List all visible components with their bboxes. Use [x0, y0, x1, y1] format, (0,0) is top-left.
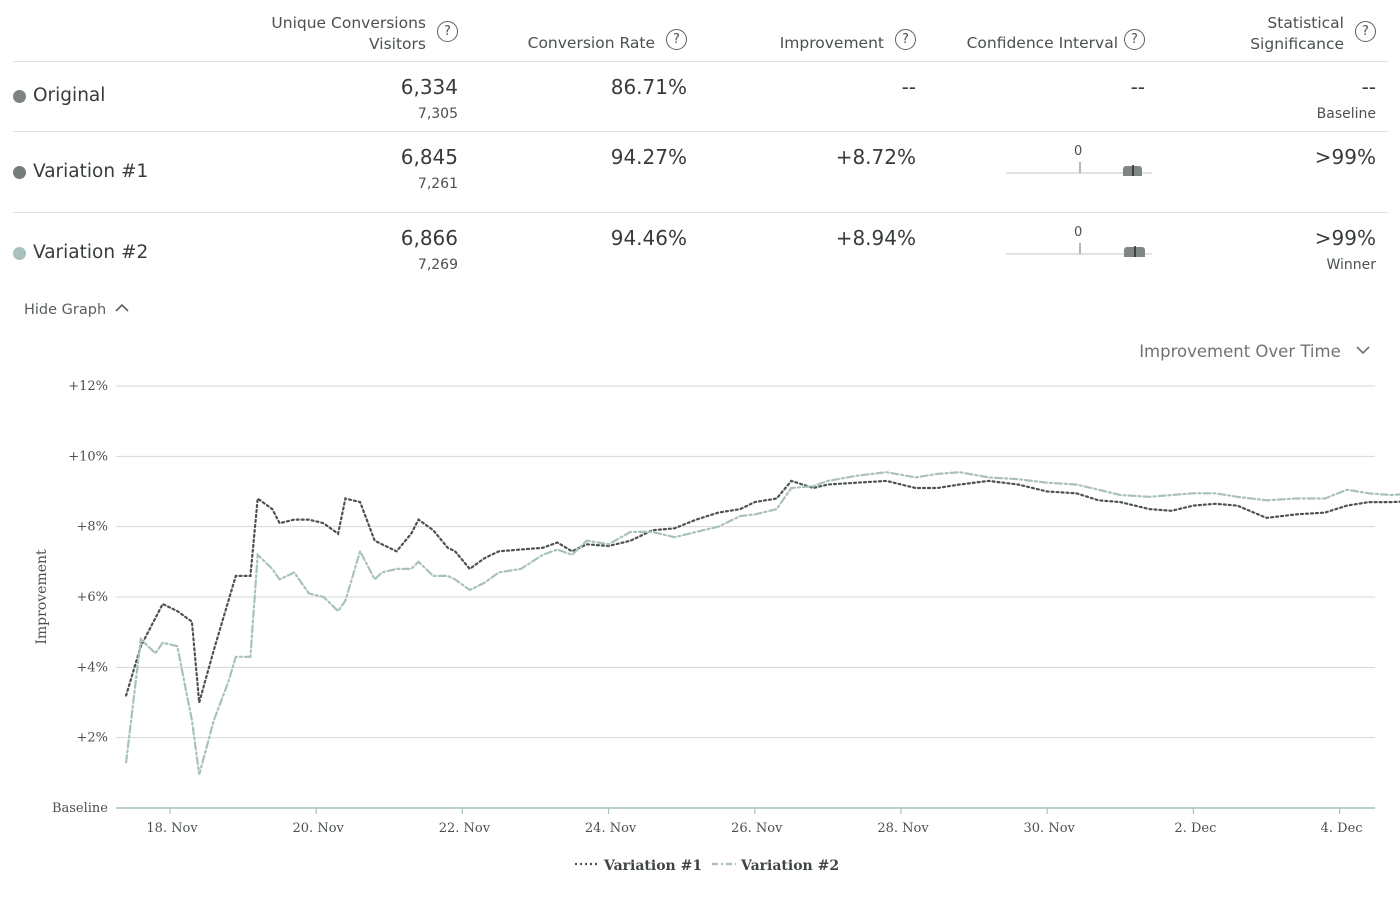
help-icon[interactable]: ?	[895, 29, 916, 50]
divider	[13, 131, 1388, 132]
y-tick-label: +12%	[68, 379, 108, 394]
improvement-value: --	[901, 75, 916, 99]
significance-value: --	[1361, 75, 1376, 99]
confidence-interval-value: --	[1130, 75, 1145, 99]
confidence-interval-bar[interactable]: 0	[1006, 225, 1152, 261]
help-icon[interactable]: ?	[666, 29, 687, 50]
divider	[13, 212, 1388, 213]
confidence-interval-header: Confidence Interval	[966, 34, 1118, 52]
y-tick-label: Baseline	[52, 801, 108, 816]
visitors-value: 7,305	[417, 106, 458, 122]
y-tick-label: +4%	[76, 660, 108, 675]
chart-legend: Variation #1 Variation #2	[0, 858, 1400, 880]
variation-name: Variation #2	[33, 242, 149, 263]
confidence-interval-bar[interactable]: 0	[1006, 144, 1152, 180]
significance-header: Statistical Significance	[1200, 13, 1344, 55]
ci-zero-label: 0	[1074, 144, 1083, 159]
help-icon[interactable]: ?	[437, 21, 458, 42]
visitors-value: 7,261	[417, 176, 458, 192]
metric-select[interactable]: Improvement Over Time	[1139, 342, 1370, 361]
visitors-value: 7,269	[417, 257, 458, 273]
chevron-down-icon	[1356, 346, 1370, 355]
legend-label: Variation #1	[604, 858, 703, 874]
table-row-variation-1[interactable]: Variation #1 6,845 7,261 94.27% +8.72% 0…	[0, 132, 1400, 212]
conversions-value: 6,334	[400, 75, 458, 99]
x-tick-label: 30. Nov	[1024, 821, 1076, 836]
series-line-1	[124, 479, 1400, 703]
improvement-value: +8.94%	[835, 226, 916, 250]
y-tick-label: +2%	[76, 731, 108, 746]
conversions-value: 6,866	[400, 226, 458, 250]
conversions-visitors-header: Unique Conversions Visitors	[270, 13, 426, 55]
x-tick-label: 24. Nov	[585, 821, 637, 836]
legend-item-variation-2[interactable]: Variation #2	[712, 858, 839, 874]
metric-select-label: Improvement Over Time	[1139, 342, 1341, 361]
conversion-rate-header: Conversion Rate	[527, 34, 655, 52]
x-tick-label: 18. Nov	[146, 821, 198, 836]
x-tick-label: 4. Dec	[1321, 821, 1363, 836]
x-tick-label: 26. Nov	[731, 821, 783, 836]
x-tick-label: 28. Nov	[877, 821, 929, 836]
help-icon[interactable]: ?	[1124, 29, 1145, 50]
improvement-header: Improvement	[779, 34, 884, 52]
hide-graph-label: Hide Graph	[24, 302, 107, 318]
significance-note: Winner	[1326, 257, 1376, 273]
y-axis-label: Improvement	[34, 549, 50, 645]
significance-value: >99%	[1314, 226, 1376, 250]
conversion-rate-value: 86.71%	[610, 75, 687, 99]
improvement-chart: Baseline +2% +4% +6% +8% +10% +12% 18. Nov 20. N…	[34, 379, 1400, 836]
y-tick-label: +10%	[68, 449, 108, 464]
variation-name: Original	[33, 85, 106, 106]
series-color-dot	[13, 166, 26, 179]
legend-item-variation-1[interactable]: Variation #1	[575, 858, 702, 874]
legend-dotted-line-icon	[575, 862, 599, 866]
table-row-variation-2[interactable]: Variation #2 6,866 7,269 94.46% +8.94% 0…	[0, 213, 1400, 293]
improvement-value: +8.72%	[835, 145, 916, 169]
table-row-original[interactable]: Original 6,334 7,305 86.71% -- -- -- Bas…	[0, 62, 1400, 142]
x-tick-label: 20. Nov	[293, 821, 345, 836]
conversion-rate-value: 94.46%	[610, 226, 687, 250]
legend-dashdot-line-icon	[712, 862, 736, 866]
x-tick-label: 2. Dec	[1174, 821, 1216, 836]
table-header: Unique Conversions Visitors ? Conversion…	[0, 0, 1400, 62]
hide-graph-toggle[interactable]: Hide Graph	[24, 302, 129, 318]
variation-name: Variation #1	[33, 161, 149, 182]
significance-header-line1: Statistical	[1267, 14, 1344, 32]
significance-header-line2: Significance	[1250, 35, 1344, 53]
significance-value: >99%	[1314, 145, 1376, 169]
significance-note: Baseline	[1316, 106, 1376, 122]
visitors-header-label: Visitors	[369, 35, 426, 53]
y-tick-label: +8%	[76, 520, 108, 535]
conversions-value: 6,845	[400, 145, 458, 169]
legend-label: Variation #2	[741, 858, 840, 874]
series-line-2	[124, 471, 1400, 775]
conversions-header-label: Unique Conversions	[271, 14, 426, 32]
help-icon[interactable]: ?	[1355, 21, 1376, 42]
chevron-up-icon	[115, 303, 129, 312]
divider	[13, 61, 1388, 62]
x-tick-label: 22. Nov	[439, 821, 491, 836]
series-color-dot	[13, 247, 26, 260]
conversion-rate-value: 94.27%	[610, 145, 687, 169]
series-color-dot	[13, 90, 26, 103]
y-tick-label: +6%	[76, 590, 108, 605]
ci-zero-label: 0	[1074, 225, 1083, 240]
